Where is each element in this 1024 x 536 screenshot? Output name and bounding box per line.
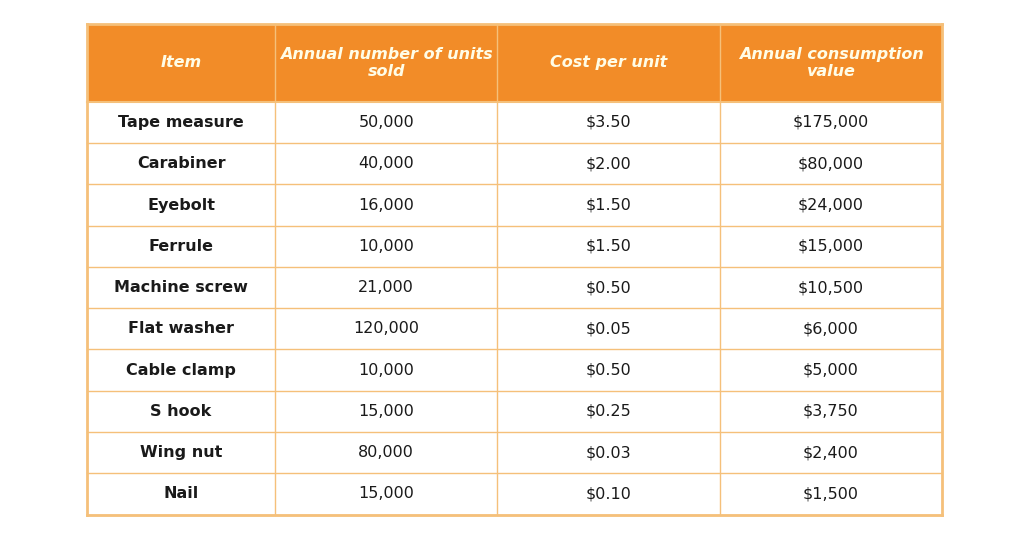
Text: $1.50: $1.50 — [586, 198, 632, 212]
Text: S hook: S hook — [151, 404, 212, 419]
Text: $0.50: $0.50 — [586, 363, 632, 377]
Text: $0.50: $0.50 — [586, 280, 632, 295]
Bar — [87, 102, 942, 143]
Text: 80,000: 80,000 — [358, 445, 415, 460]
Bar — [87, 267, 942, 308]
Text: $1,500: $1,500 — [803, 487, 859, 501]
Text: Tape measure: Tape measure — [118, 115, 244, 130]
Text: $3.50: $3.50 — [586, 115, 632, 130]
Bar — [87, 308, 942, 349]
Text: $15,000: $15,000 — [798, 239, 864, 254]
Text: Nail: Nail — [164, 487, 199, 501]
Text: 16,000: 16,000 — [358, 198, 415, 212]
Text: $175,000: $175,000 — [793, 115, 869, 130]
Text: 15,000: 15,000 — [358, 487, 415, 501]
Bar — [87, 391, 942, 432]
Text: $2.00: $2.00 — [586, 157, 632, 171]
Text: $1.50: $1.50 — [586, 239, 632, 254]
Bar — [87, 349, 942, 391]
Text: Cost per unit: Cost per unit — [550, 56, 668, 70]
Text: $80,000: $80,000 — [798, 157, 864, 171]
Text: $5,000: $5,000 — [803, 363, 859, 377]
Text: Item: Item — [161, 56, 202, 70]
Text: $2,400: $2,400 — [803, 445, 859, 460]
Bar — [87, 24, 942, 102]
Text: Cable clamp: Cable clamp — [126, 363, 236, 377]
Text: Eyebolt: Eyebolt — [147, 198, 215, 212]
Bar — [87, 24, 942, 515]
Bar — [87, 226, 942, 267]
Text: Annual number of units
sold: Annual number of units sold — [280, 47, 493, 79]
Bar — [87, 143, 942, 184]
Text: 50,000: 50,000 — [358, 115, 414, 130]
Text: 40,000: 40,000 — [358, 157, 414, 171]
Text: 15,000: 15,000 — [358, 404, 415, 419]
Text: 120,000: 120,000 — [353, 322, 419, 336]
Text: Annual consumption
value: Annual consumption value — [738, 47, 924, 79]
Text: Flat washer: Flat washer — [128, 322, 234, 336]
Text: $6,000: $6,000 — [803, 322, 859, 336]
Text: $0.25: $0.25 — [586, 404, 632, 419]
Text: $24,000: $24,000 — [798, 198, 864, 212]
Text: $0.05: $0.05 — [586, 322, 632, 336]
Text: $3,750: $3,750 — [803, 404, 859, 419]
Text: $0.10: $0.10 — [586, 487, 632, 501]
Bar — [87, 184, 942, 226]
Text: Wing nut: Wing nut — [140, 445, 222, 460]
Bar — [87, 473, 942, 515]
Text: $0.03: $0.03 — [586, 445, 632, 460]
Text: $10,500: $10,500 — [798, 280, 864, 295]
Text: Carabiner: Carabiner — [137, 157, 225, 171]
Bar — [87, 432, 942, 473]
Text: 21,000: 21,000 — [358, 280, 415, 295]
Text: 10,000: 10,000 — [358, 363, 415, 377]
Text: 10,000: 10,000 — [358, 239, 415, 254]
Text: Machine screw: Machine screw — [114, 280, 248, 295]
Text: Ferrule: Ferrule — [148, 239, 214, 254]
